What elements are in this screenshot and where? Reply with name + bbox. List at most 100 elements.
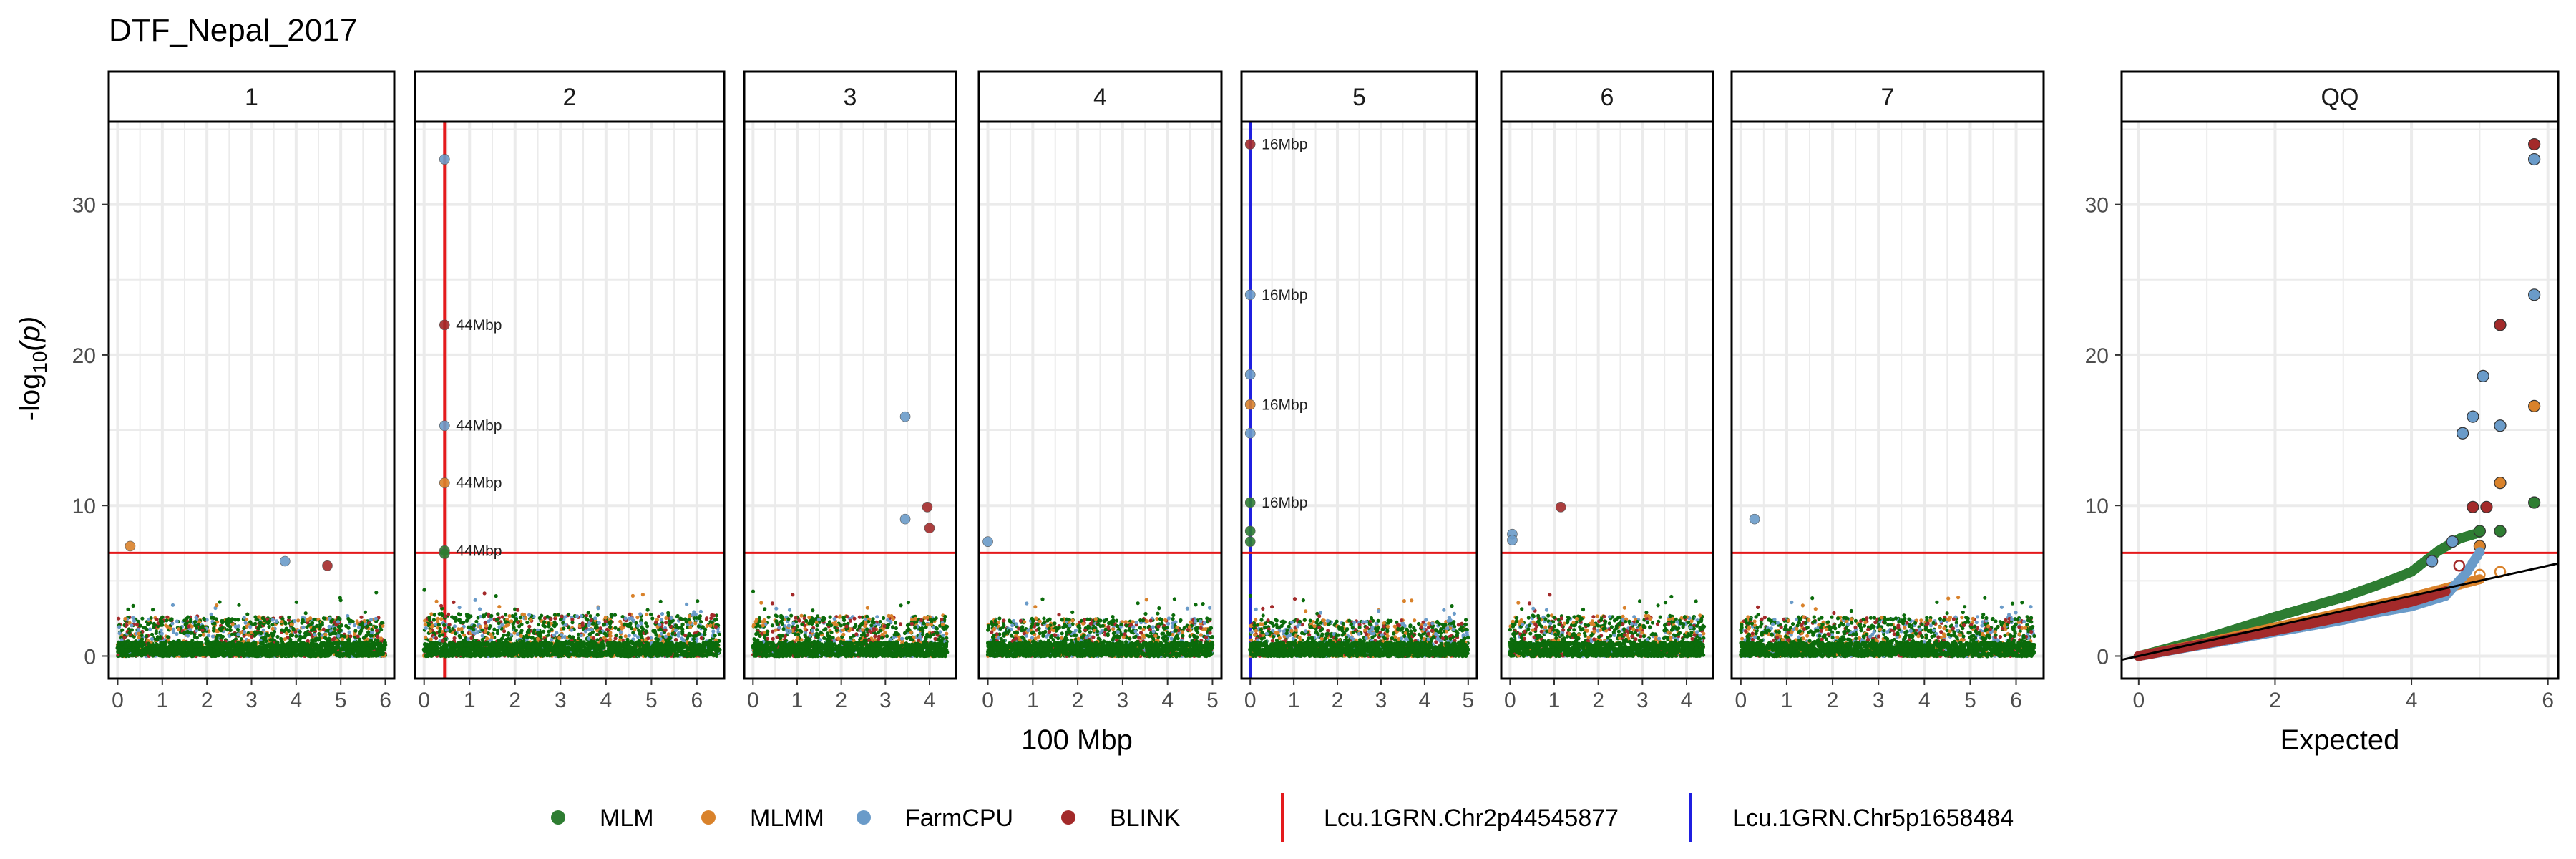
bulk-point [305, 646, 310, 651]
bulk-point [458, 613, 462, 617]
bulk-point [452, 600, 456, 605]
bulk-point [570, 628, 574, 632]
bulk-point [668, 636, 673, 641]
bulk-point [618, 630, 623, 634]
bulk-point [378, 652, 383, 657]
bulk-point [674, 637, 678, 642]
bulk-point [482, 591, 487, 596]
bulk-point [218, 626, 222, 631]
point-mlmm [125, 540, 136, 552]
bulk-point [424, 626, 428, 631]
bulk-point [609, 619, 613, 624]
bulk-point [147, 646, 152, 651]
bulk-point [709, 616, 713, 621]
bulk-point [685, 602, 689, 606]
bulk-point [688, 625, 693, 629]
bulk-point [371, 651, 376, 656]
bulk-point [339, 646, 344, 651]
bulk-point [536, 622, 541, 627]
bulk-point [293, 619, 297, 623]
bulk-point [480, 634, 484, 638]
bulk-point [301, 618, 305, 623]
bulk-point [429, 612, 434, 616]
bulk-point [266, 650, 271, 655]
bulk-point [225, 628, 230, 632]
bulk-point [584, 616, 588, 621]
bulk-point [275, 640, 280, 645]
bulk-point [248, 625, 253, 629]
bulk-point [194, 616, 198, 620]
bulk-point [127, 642, 132, 647]
bulk-point [294, 600, 298, 604]
bulk-point [196, 622, 201, 626]
bulk-point [319, 647, 324, 651]
bulk-point [310, 641, 315, 646]
bulk-point [454, 616, 458, 620]
bulk-point [270, 626, 275, 631]
bulk-point [570, 621, 575, 625]
bulk-point [248, 648, 253, 653]
bulk-point [627, 612, 632, 617]
bulk-point [127, 631, 132, 635]
strip-label: 2 [563, 84, 577, 111]
bulk-point [308, 649, 313, 654]
bulk-point [588, 631, 592, 636]
bulk-point [306, 632, 311, 636]
bulk-point [422, 588, 426, 592]
bulk-point [698, 614, 703, 618]
bulk-point [236, 618, 240, 622]
bulk-point [298, 630, 302, 634]
bulk-point [608, 634, 613, 638]
bulk-point [457, 606, 462, 610]
bulk-point [705, 616, 709, 621]
bulk-point [703, 627, 708, 631]
bulk-point [245, 612, 250, 616]
bulk-point [462, 633, 467, 637]
bulk-point [630, 593, 635, 598]
bulk-point [130, 623, 134, 628]
bulk-point [337, 651, 342, 656]
bulk-point [369, 618, 374, 622]
bulk-point [267, 625, 271, 629]
bulk-point [369, 643, 374, 648]
bulk-point [693, 652, 698, 657]
bulk-point [699, 620, 703, 624]
bulk-point [487, 619, 491, 623]
bulk-point [301, 635, 305, 640]
bulk-point [667, 622, 672, 626]
bulk-point [286, 618, 291, 622]
bulk-point [673, 628, 678, 633]
bulk-point [248, 620, 253, 624]
bulk-point [530, 636, 534, 640]
bulk-point [527, 624, 532, 629]
bulk-point [254, 618, 258, 622]
bulk-point [710, 620, 714, 624]
bulk-point [249, 630, 253, 635]
bulk-point [547, 629, 551, 634]
bulk-point [374, 616, 378, 621]
bulk-point [220, 634, 225, 639]
bulk-point [287, 629, 291, 634]
bulk-point [638, 641, 643, 646]
bulk-point [590, 627, 594, 632]
bulk-point [154, 629, 158, 634]
bulk-point [717, 632, 722, 637]
bulk-point [148, 627, 152, 631]
bulk-point [165, 618, 169, 623]
bulk-point [529, 618, 533, 622]
bulk-point [171, 630, 176, 634]
x-tick-label: 0 [112, 689, 124, 712]
bulk-point [253, 631, 258, 636]
bulk-point [658, 599, 663, 603]
bulk-point [323, 616, 327, 621]
bulk-point [537, 616, 542, 621]
bulk-point [509, 619, 514, 623]
bulk-point [592, 636, 596, 641]
bulk-point [483, 621, 487, 625]
bulk-point [116, 644, 121, 649]
bulk-point [233, 632, 238, 636]
bulk-point [333, 626, 337, 631]
bulk-point [546, 633, 550, 637]
bulk-point [644, 629, 648, 634]
